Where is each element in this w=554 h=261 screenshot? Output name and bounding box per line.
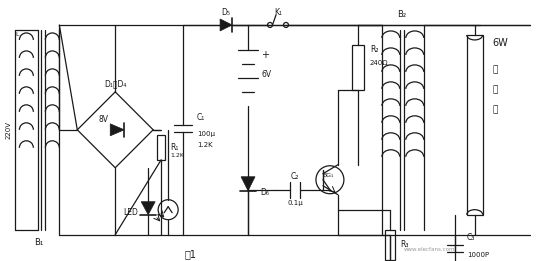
Text: R₂: R₂ xyxy=(370,45,378,55)
Polygon shape xyxy=(141,202,155,215)
Text: LED: LED xyxy=(123,208,137,217)
Text: BG₁: BG₁ xyxy=(322,173,334,178)
Text: 1.2K: 1.2K xyxy=(170,153,184,158)
Text: 图1: 图1 xyxy=(184,250,196,260)
Text: 6W: 6W xyxy=(493,38,509,48)
Text: 220V: 220V xyxy=(6,121,12,139)
Text: D₆: D₆ xyxy=(260,188,269,197)
Text: 6V: 6V xyxy=(261,70,271,79)
Polygon shape xyxy=(110,124,124,136)
Text: C₂: C₂ xyxy=(291,172,299,181)
Text: 光: 光 xyxy=(493,85,498,94)
Text: 灯: 灯 xyxy=(493,105,498,114)
Text: D₅: D₅ xyxy=(222,8,230,17)
Text: 100μ: 100μ xyxy=(197,131,215,137)
Bar xyxy=(157,135,165,160)
Text: K₁: K₁ xyxy=(274,8,282,17)
Text: 0.1μ: 0.1μ xyxy=(287,200,303,206)
Text: C₁: C₁ xyxy=(197,113,206,122)
Text: R₃: R₃ xyxy=(400,240,408,249)
Text: www.elecfans.com: www.elecfans.com xyxy=(404,247,455,252)
Text: D₁～D₄: D₁～D₄ xyxy=(104,79,126,88)
Text: L: L xyxy=(16,32,19,37)
Text: B₁: B₁ xyxy=(34,238,43,247)
Polygon shape xyxy=(241,177,255,191)
Text: C₃: C₃ xyxy=(466,233,475,242)
Text: 1000P: 1000P xyxy=(466,252,489,258)
Text: 8V: 8V xyxy=(98,115,108,124)
Bar xyxy=(385,230,395,260)
Text: +: + xyxy=(261,50,269,60)
Text: 1.2K: 1.2K xyxy=(197,142,213,148)
Text: R₁: R₁ xyxy=(170,143,178,152)
Bar xyxy=(352,45,364,90)
Text: 荧: 荧 xyxy=(493,66,498,74)
Text: B₂: B₂ xyxy=(397,10,407,20)
Text: 240Ω: 240Ω xyxy=(370,60,388,66)
Polygon shape xyxy=(220,19,232,31)
Bar xyxy=(466,35,483,215)
